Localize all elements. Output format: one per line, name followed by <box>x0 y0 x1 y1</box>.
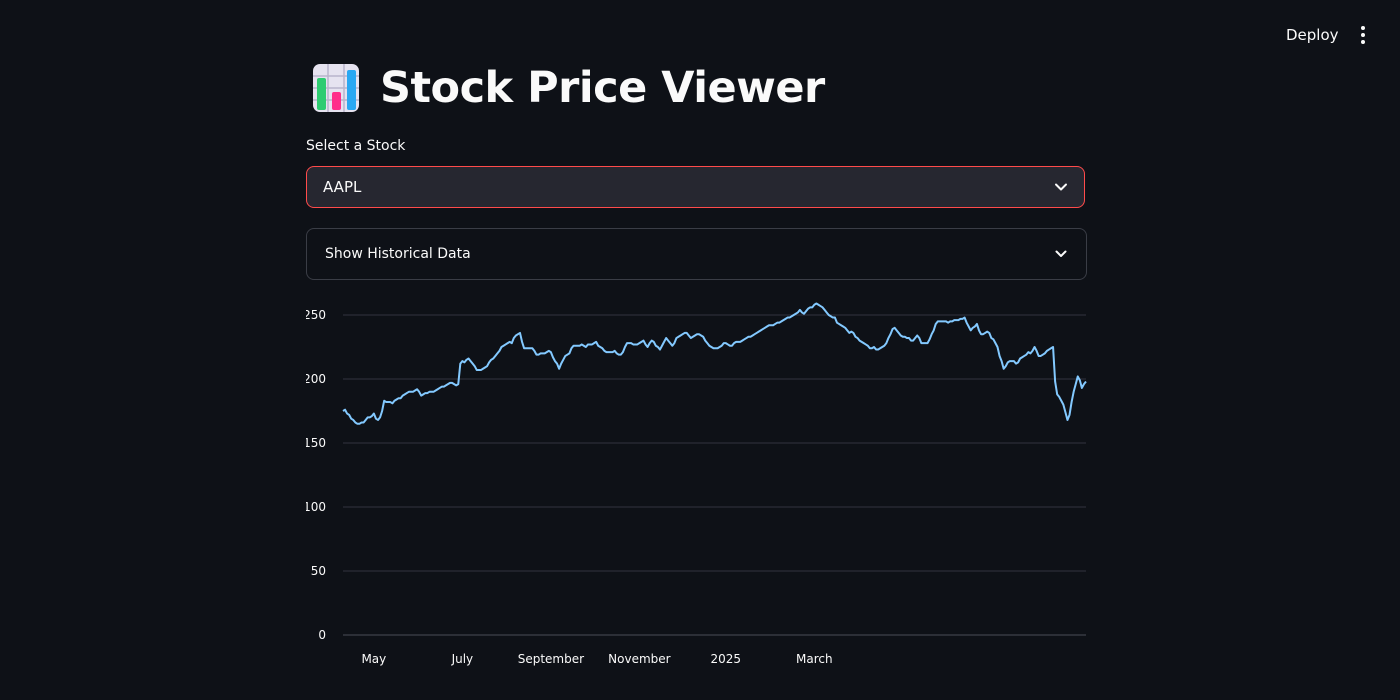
title-row: Stock Price Viewer <box>312 58 825 118</box>
y-tick-label: 50 <box>311 564 326 578</box>
x-tick-label: September <box>518 652 584 666</box>
historical-data-expander[interactable]: Show Historical Data <box>306 228 1087 280</box>
y-tick-label: 200 <box>306 372 326 386</box>
y-tick-label: 0 <box>318 628 326 642</box>
x-tick-label: November <box>608 652 670 666</box>
expander-label: Show Historical Data <box>325 246 471 262</box>
y-tick-label: 150 <box>306 436 326 450</box>
y-tick-label: 100 <box>306 500 326 514</box>
x-tick-label: July <box>451 652 474 666</box>
price-chart[interactable]: 0 50 100 150 200 250 May July September November 2… <box>303 295 1087 675</box>
x-tick-label: March <box>796 652 833 666</box>
header-bar: Deploy <box>0 0 1400 60</box>
deploy-button[interactable]: Deploy <box>1286 26 1339 44</box>
chart-svg: 0 50 100 150 200 250 May July September November 2… <box>303 302 1087 666</box>
more-options-icon[interactable] <box>1352 22 1374 48</box>
y-tick-label: 250 <box>306 308 326 322</box>
chevron-down-icon <box>1055 250 1067 257</box>
stock-select[interactable]: AAPL <box>306 166 1085 208</box>
series-line-aapl <box>342 302 1087 425</box>
x-tick-label: May <box>361 652 386 666</box>
select-value: AAPL <box>323 178 362 196</box>
x-tick-label: 2025 <box>711 652 742 666</box>
page-title: Stock Price Viewer <box>380 63 825 113</box>
chevron-down-icon <box>1055 183 1067 191</box>
select-label: Select a Stock <box>306 138 406 154</box>
bar-chart-icon <box>313 64 359 112</box>
